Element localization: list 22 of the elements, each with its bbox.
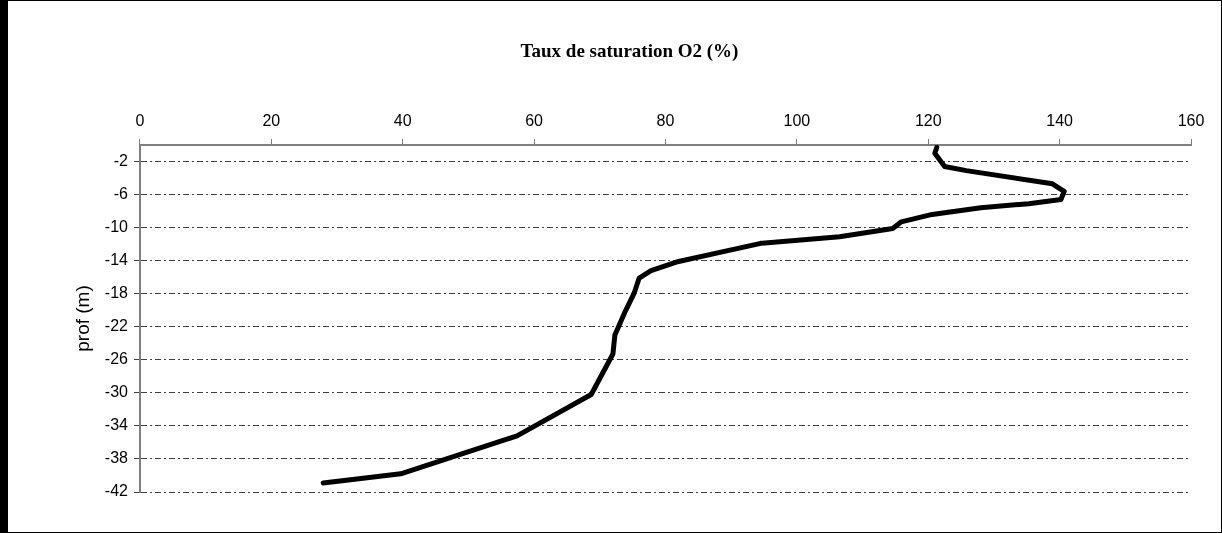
x-tick-label: 20 bbox=[262, 111, 281, 129]
y-tick-label: -26 bbox=[104, 350, 129, 368]
y-tick-label: -14 bbox=[104, 251, 129, 269]
x-tick-label: 160 bbox=[1177, 111, 1205, 129]
x-tick-label: 100 bbox=[783, 111, 811, 129]
y-tick-label: -10 bbox=[104, 218, 129, 236]
x-tick-label: 80 bbox=[656, 111, 675, 129]
y-tick-label: -42 bbox=[104, 482, 129, 500]
y-axis-title: prof (m) bbox=[71, 285, 93, 352]
y-tick-label: -30 bbox=[104, 383, 129, 401]
x-tick-label: 0 bbox=[135, 111, 145, 129]
x-tick-label: 40 bbox=[393, 111, 412, 129]
x-tick-label: 60 bbox=[525, 111, 544, 129]
y-tick-label: -2 bbox=[113, 151, 129, 169]
y-tick-label: -38 bbox=[104, 449, 129, 467]
chart-title: Taux de saturation O2 (%) bbox=[520, 40, 739, 63]
y-tick-label: -34 bbox=[104, 416, 129, 434]
y-tick-label: -22 bbox=[104, 317, 129, 335]
y-tick-label: -18 bbox=[104, 284, 129, 302]
x-tick-label: 120 bbox=[914, 111, 942, 129]
x-tick-label: 140 bbox=[1046, 111, 1074, 129]
y-tick-label: -6 bbox=[113, 184, 129, 202]
